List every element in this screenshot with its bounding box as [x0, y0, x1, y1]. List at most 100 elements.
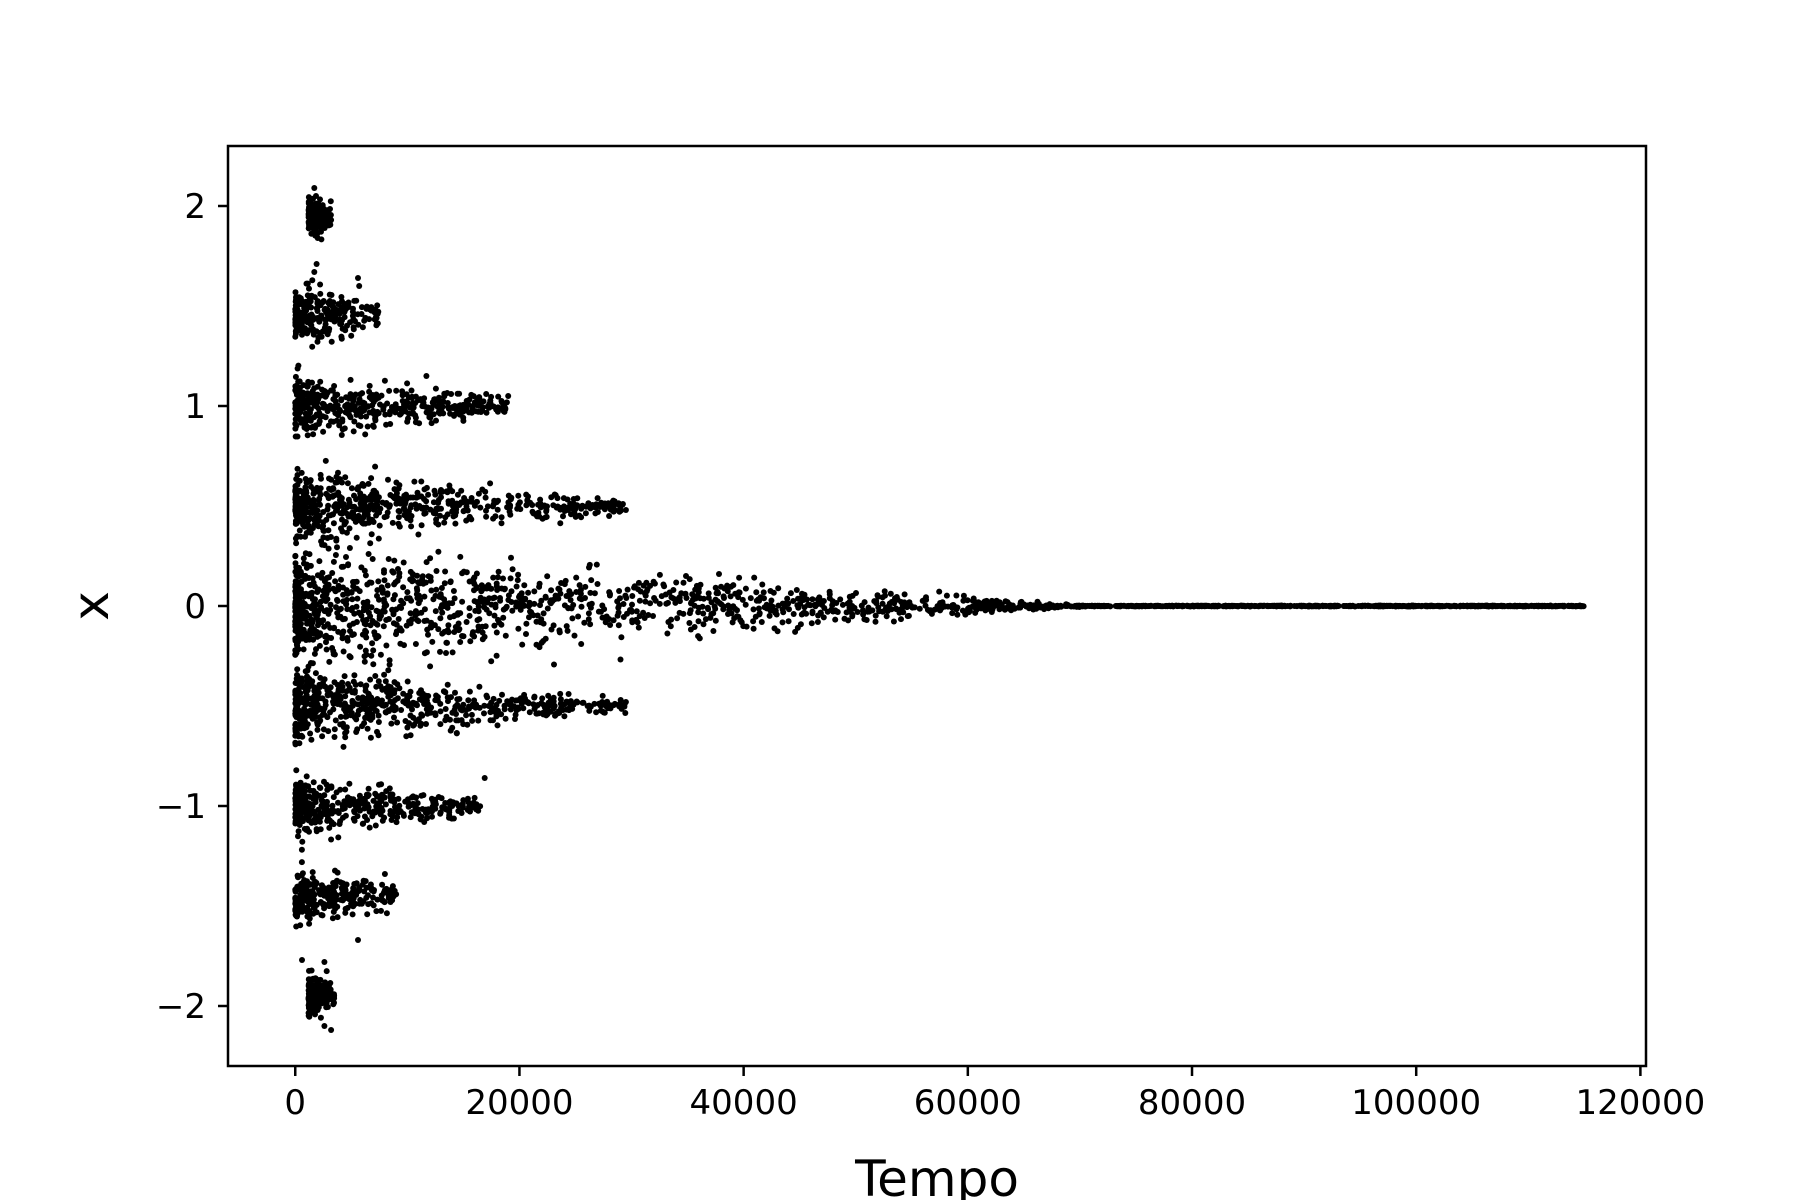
data-point — [361, 797, 368, 804]
data-point — [292, 560, 299, 567]
data-point — [365, 892, 371, 899]
data-point — [323, 968, 330, 975]
data-point — [456, 696, 463, 702]
data-point — [316, 489, 323, 496]
data-point — [299, 723, 306, 730]
data-point — [396, 482, 403, 489]
data-point — [558, 580, 565, 586]
data-point — [533, 618, 540, 625]
data-point — [306, 967, 312, 974]
data-point — [615, 609, 622, 616]
data-point — [372, 673, 379, 679]
data-point — [536, 580, 543, 587]
data-point — [293, 540, 300, 547]
data-point — [407, 610, 414, 617]
data-point — [339, 683, 346, 690]
data-point — [418, 720, 425, 727]
data-point — [316, 681, 323, 688]
data-point — [565, 605, 572, 611]
data-point — [817, 609, 824, 616]
data-point — [543, 508, 550, 515]
data-point — [683, 595, 690, 601]
data-point — [563, 623, 570, 630]
data-point — [393, 387, 400, 394]
data-point — [633, 608, 640, 615]
data-point — [622, 507, 629, 513]
data-point — [476, 616, 483, 623]
data-point — [471, 794, 478, 801]
data-point — [1152, 602, 1159, 609]
data-point — [363, 682, 370, 689]
data-point — [367, 676, 374, 683]
data-point — [452, 703, 459, 710]
data-point — [494, 574, 501, 581]
data-point — [1180, 602, 1187, 609]
data-point — [296, 685, 303, 692]
data-point — [390, 620, 397, 627]
data-point — [512, 716, 518, 722]
data-point — [308, 424, 315, 431]
data-point — [315, 618, 322, 625]
data-point — [573, 589, 580, 595]
data-point — [331, 679, 338, 686]
data-point — [292, 696, 299, 703]
data-point — [611, 700, 618, 707]
data-point — [839, 601, 846, 608]
data-point — [1201, 603, 1208, 610]
data-point — [629, 601, 635, 608]
data-point — [343, 529, 350, 536]
data-point — [1374, 602, 1381, 609]
data-point — [705, 594, 712, 601]
data-point — [299, 897, 306, 904]
data-point — [315, 315, 321, 322]
data-point — [330, 794, 337, 801]
data-point — [459, 407, 466, 413]
data-point — [1229, 602, 1236, 609]
data-point — [472, 607, 479, 614]
data-point — [327, 684, 334, 691]
data-point — [344, 480, 351, 487]
data-point — [739, 596, 746, 603]
data-point — [481, 710, 487, 717]
data-point — [336, 493, 343, 500]
data-point — [833, 600, 840, 606]
data-point — [317, 378, 324, 385]
data-point — [629, 617, 636, 624]
data-point — [412, 400, 419, 407]
data-point — [499, 691, 505, 698]
data-point — [292, 711, 299, 718]
data-point — [811, 601, 818, 608]
data-point — [536, 644, 543, 651]
data-point — [310, 501, 317, 508]
data-point — [341, 425, 348, 432]
data-point — [372, 701, 379, 708]
data-point — [328, 784, 335, 791]
data-point — [960, 597, 967, 604]
data-point — [304, 695, 311, 702]
data-point — [311, 385, 318, 392]
data-point — [790, 611, 797, 617]
data-point — [420, 504, 427, 511]
data-point — [293, 519, 300, 526]
data-point — [370, 519, 377, 525]
data-point — [483, 692, 490, 699]
data-point — [395, 795, 402, 802]
data-point — [322, 810, 329, 817]
data-point — [496, 697, 503, 704]
data-point — [306, 709, 313, 716]
data-point — [343, 688, 350, 695]
data-point — [421, 819, 428, 825]
data-point — [515, 571, 522, 578]
data-point — [294, 872, 301, 879]
data-point — [493, 405, 500, 412]
data-point — [326, 658, 333, 665]
data-point — [555, 595, 562, 602]
data-point — [301, 523, 308, 530]
data-point — [661, 583, 668, 590]
data-point — [483, 409, 490, 416]
data-point — [297, 507, 303, 514]
data-point — [761, 595, 767, 602]
data-point — [366, 316, 373, 323]
data-point — [544, 503, 550, 510]
data-point — [457, 553, 464, 560]
